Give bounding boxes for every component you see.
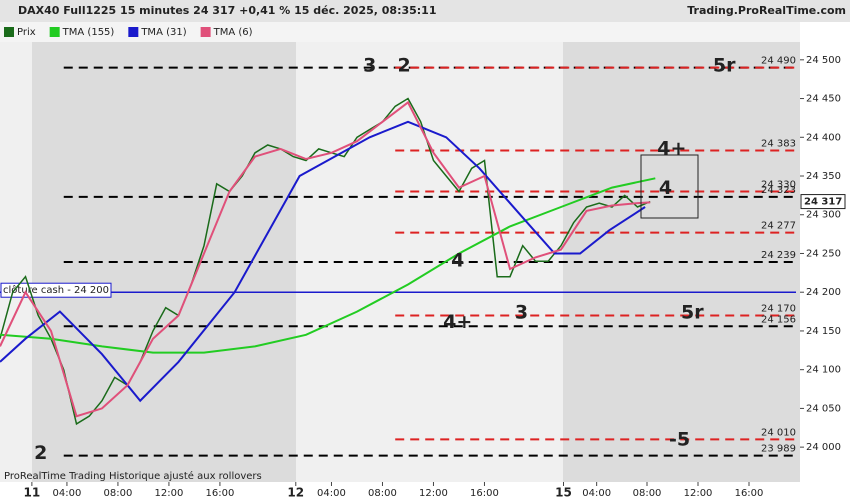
legend-swatch [4,27,14,37]
level-label: 24 490 [761,56,796,67]
legend-swatch [49,27,60,37]
legend-swatch [128,27,139,37]
x-tick-label: 04:00 [317,488,346,499]
x-tick-label: 11 [24,486,41,500]
x-tick-label: 12:00 [684,488,713,499]
annotation: 3 [363,55,376,77]
annotation: 5r [713,55,736,77]
level-label: 24 010 [761,427,796,438]
y-axis-bg [800,22,850,500]
series-line [0,100,651,418]
legend-label: Prix [17,27,36,38]
y-tick-label: 24 500 [806,55,841,66]
x-axis-bg [0,482,850,500]
legend-swatch [200,27,211,37]
level-label: 23 989 [761,444,796,455]
level-label: 24 170 [761,303,796,314]
header-bar [0,0,850,22]
series-line [0,120,646,403]
x-tick-label: 12:00 [419,488,448,499]
series-line [0,177,656,354]
y-tick-label: 24 450 [806,94,841,105]
x-tick-label: 16:00 [735,488,764,499]
y-tick-label: 24 100 [806,365,841,376]
legend-label: TMA (6) [213,27,253,38]
legend-label: TMA (31) [140,27,186,38]
annotation: 3 [515,302,528,324]
y-tick-label: 24 000 [806,442,841,453]
legend-bg [0,22,800,42]
x-tick-label: 08:00 [368,488,397,499]
annotation: 5r [681,302,704,324]
source: Trading.ProRealTime.com [687,4,846,17]
y-tick-label: 24 200 [806,287,841,298]
last-price: 24 317 [804,197,842,208]
annotation: 4+ [657,137,686,159]
y-tick-label: 24 350 [806,171,841,182]
y-tick-label: 24 250 [806,248,841,259]
level-label: 24 383 [761,138,796,149]
level-label: clôture cash - 24 200 [3,284,109,296]
level-label: 24 323 [761,185,796,196]
series-line [0,97,651,426]
level-label: 24 330 [761,180,796,191]
y-tick-label: 24 400 [806,132,841,143]
annotation: 4 [659,177,672,199]
x-tick-label: 16:00 [470,488,499,499]
x-tick-label: 04:00 [53,488,82,499]
level-label: 24 156 [761,314,796,325]
x-tick-label: 12:00 [155,488,184,499]
x-tick-label: 08:00 [104,488,133,499]
level-label: 24 277 [761,221,796,232]
annotation: -5 [669,429,690,451]
annotation: 4+ [443,311,472,333]
box [640,154,699,219]
last-price-bg [800,194,846,210]
level-label: 24 239 [761,250,796,261]
x-tick-label: 16:00 [206,488,235,499]
y-tick-label: 24 150 [806,326,841,337]
footer: ProRealTime Trading Historique ajusté au… [4,470,262,482]
annotation: 2 [34,442,47,464]
x-tick-label: 12 [287,486,304,500]
annotation: 2 [398,55,411,77]
legend-label: TMA (155) [62,27,115,38]
x-tick-label: 15 [555,486,572,500]
chart-title: DAX40 Full1225 15 minutes 24 317 +0,41 %… [18,4,436,17]
y-tick-label: 24 300 [806,210,841,221]
y-tick-label: 24 050 [806,403,841,414]
x-tick-label: 08:00 [633,488,662,499]
annotation: 4 [451,250,464,272]
x-tick-label: 04:00 [582,488,611,499]
